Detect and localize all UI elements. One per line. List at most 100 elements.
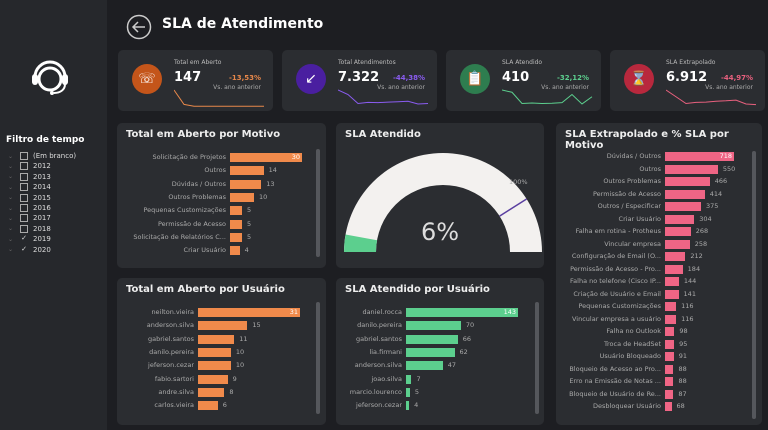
bar[interactable] [665,377,674,386]
bar-value: 31 [289,308,298,316]
bar[interactable] [198,321,248,331]
chevron-down-icon[interactable]: ⌄ [8,183,14,191]
bar[interactable] [665,252,686,261]
scrollbar[interactable] [316,149,320,257]
bar[interactable] [230,246,240,256]
bar[interactable] [665,389,674,399]
scrollbar[interactable] [752,151,756,419]
kpi-subtitle: Vs. ano anterior [377,84,425,91]
checkbox[interactable] [20,152,28,160]
bar[interactable] [198,374,228,384]
bar[interactable] [230,153,302,162]
chevron-down-icon[interactable]: ⌄ [8,225,14,233]
bar[interactable] [406,334,458,344]
bar-value: 550 [722,164,736,173]
bar-label: jeferson.cezar [148,361,194,370]
bar[interactable] [665,214,695,224]
bar[interactable] [198,401,218,411]
bar[interactable] [198,334,235,344]
filter-item[interactable]: ⌄ (Em branco) [8,151,76,161]
bar[interactable] [230,232,242,242]
bar[interactable] [665,177,710,186]
bar[interactable] [665,202,702,211]
bar[interactable] [406,347,455,357]
scrollbar[interactable] [316,302,320,414]
bar[interactable] [198,387,225,397]
bar[interactable] [665,364,674,374]
bar-value: 7 [416,374,421,383]
bar[interactable] [406,308,518,317]
bar-value: 5 [414,387,420,396]
bar[interactable] [406,387,410,397]
filter-item[interactable]: ⌄ 2016 [8,203,51,213]
scrollbar[interactable] [535,302,539,414]
bar[interactable] [406,374,412,384]
chevron-down-icon[interactable]: ⌄ [8,173,14,181]
bar-value: 88 [678,377,687,385]
filter-item[interactable]: ⌄ 2013 [8,172,51,182]
checkbox[interactable] [20,172,28,181]
checkbox[interactable] [20,193,28,202]
chevron-down-icon[interactable]: ⌄ [8,204,14,212]
bar[interactable] [665,277,679,286]
bar-value: 258 [694,239,708,248]
bar-label: Dúvidas / Outros [606,152,661,160]
filter-item[interactable]: ⌄ ✓ 2020 [8,245,51,255]
checkbox[interactable] [20,183,28,192]
bar-value: 375 [706,202,719,210]
bar-label: Outros [204,166,226,175]
bar[interactable] [665,227,691,236]
bar[interactable] [665,189,705,199]
bar-value: 9 [232,374,237,383]
bar[interactable] [198,361,231,371]
back-arrow-icon[interactable] [126,14,152,40]
filter-label: 2018 [33,224,51,233]
bar[interactable] [665,264,683,274]
chevron-down-icon[interactable]: ⌄ [8,194,14,202]
bar[interactable] [665,352,674,361]
bar[interactable] [665,314,677,324]
bar[interactable] [406,321,461,331]
bar-label: marcio.lourenco [349,387,402,396]
chevron-down-icon[interactable]: ⌄ [8,162,14,170]
bar[interactable] [230,166,264,176]
chevron-down-icon[interactable]: ⌄ [8,214,14,222]
bar[interactable] [198,308,300,317]
bar-value: 15 [252,321,261,330]
bar[interactable] [406,401,410,411]
filter-item[interactable]: ⌄ ✓ 2019 [8,234,51,244]
filter-item[interactable]: ⌄ 2018 [8,224,51,234]
bar-label: Criação de Usuário e Email [573,289,661,298]
checkbox[interactable]: ✓ [21,244,27,253]
bar[interactable] [665,302,677,311]
bar[interactable] [665,327,675,336]
bar[interactable] [665,289,679,299]
checkbox[interactable] [20,214,28,223]
hourglass-icon: ⌛ [624,64,654,94]
chevron-down-icon[interactable]: ⌄ [8,246,14,254]
bar[interactable] [230,219,242,229]
bar[interactable] [198,347,231,357]
bar[interactable] [665,164,718,174]
filter-item[interactable]: ⌄ 2017 [8,213,51,223]
bar[interactable] [665,239,690,249]
chevron-down-icon[interactable]: ⌄ [8,152,14,160]
bar[interactable] [406,361,443,371]
bar[interactable] [230,192,254,202]
bar[interactable] [230,179,262,189]
bar[interactable] [665,152,734,161]
checkbox[interactable] [20,224,28,233]
filter-item[interactable]: ⌄ 2015 [8,193,51,203]
chevron-down-icon[interactable]: ⌄ [8,235,14,243]
bar-value: 11 [239,334,248,343]
bar[interactable] [665,339,675,349]
filter-item[interactable]: ⌄ 2014 [8,182,51,192]
checkbox[interactable] [20,204,28,212]
checkbox[interactable]: ✓ [21,234,27,243]
incoming-call-icon: ↙ [296,64,326,94]
bar-label: Outros [639,164,661,173]
bar[interactable] [230,206,242,216]
bar[interactable] [665,402,672,411]
filter-item[interactable]: ⌄ 2012 [8,161,51,171]
checkbox[interactable] [20,162,28,171]
